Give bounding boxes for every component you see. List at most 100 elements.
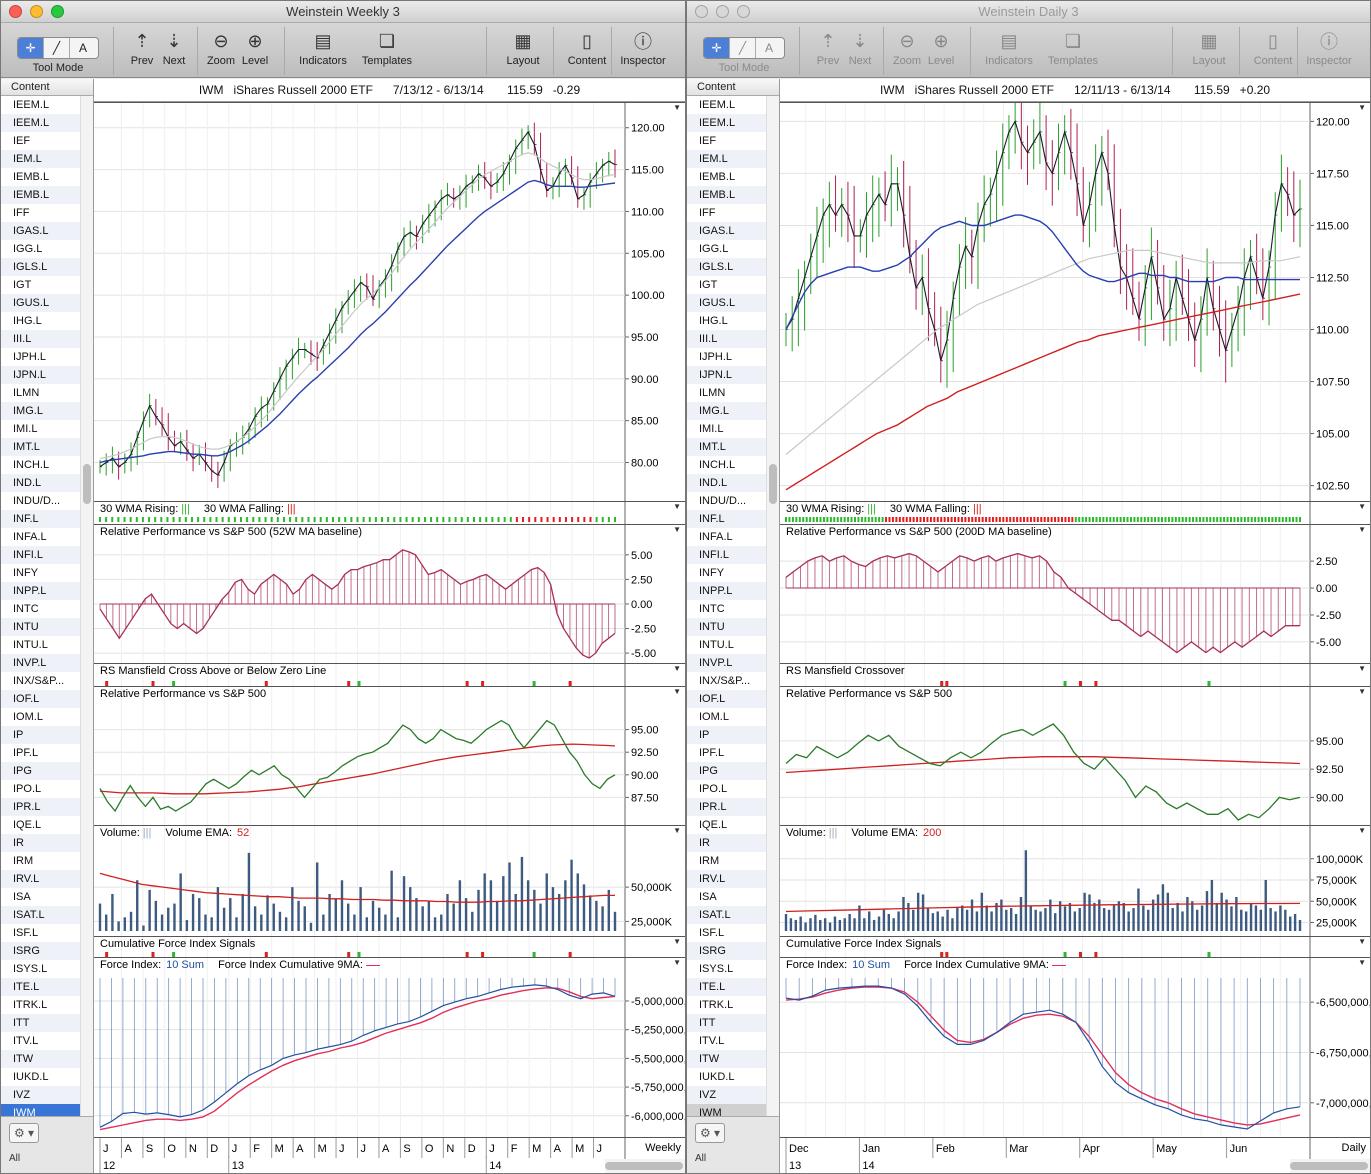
symbol-list-item[interactable]: INDU/D...	[699, 495, 747, 507]
layout-button[interactable]: ▦ Layout	[499, 27, 547, 68]
chart-pane-2[interactable]: 2.50 0.00 -2.50 -5.00 Relative Performance v…	[780, 524, 1370, 663]
crosshair-icon[interactable]: ✛	[704, 38, 730, 58]
symbol-list-item[interactable]: ILMN	[699, 387, 726, 399]
symbol-list-item[interactable]: IOM.L	[699, 711, 729, 723]
symbol-list-item[interactable]: IEMB.L	[13, 171, 50, 183]
symbol-list-item[interactable]: IEMB.L	[699, 171, 736, 183]
symbol-list-item[interactable]: ITV.L	[699, 1035, 725, 1047]
chart-pane-1[interactable]: 30 WMA Rising: ||| 30 WMA Falling: ||| ▼	[780, 501, 1370, 524]
chart-pane-5[interactable]: 100,000K 75,000K 50,000K 25,000K Volume: |||…	[780, 825, 1370, 936]
gear-icon[interactable]: ⚙ ▾	[9, 1123, 39, 1143]
symbol-list-item[interactable]: IPR.L	[1, 798, 81, 816]
pane-menu-arrow[interactable]: ▼	[1358, 664, 1366, 673]
symbol-list-item[interactable]: IQE.L	[13, 819, 42, 831]
symbol-list-item[interactable]: IPF.L	[13, 747, 39, 759]
symbol-list-item[interactable]: ISYS.L	[699, 963, 734, 975]
pane-menu-arrow[interactable]: ▼	[673, 826, 681, 835]
chart-pane-2[interactable]: 5.00 2.50 0.00 -2.50 -5.00 Relative Performan…	[94, 524, 685, 663]
symbol-list-item[interactable]: IMG.L	[1, 402, 81, 420]
symbol-list-item[interactable]: IMG.L	[687, 402, 767, 420]
tool-mode-control[interactable]: ✛ ╱ A Tool Mode	[15, 27, 101, 74]
pane-menu-arrow[interactable]: ▼	[1358, 525, 1366, 534]
symbol-list-item[interactable]: III.L	[687, 330, 767, 348]
symbol-list-item[interactable]: ISA	[699, 891, 717, 903]
symbol-list-item[interactable]: INCH.L	[13, 459, 50, 471]
symbol-list-item[interactable]: IGLS.L	[1, 258, 81, 276]
chart-scroll-thumb[interactable]	[605, 1162, 683, 1170]
pane-menu-arrow[interactable]: ▼	[673, 958, 681, 967]
symbol-list-item[interactable]: IGT	[699, 279, 718, 291]
symbol-list-item[interactable]: INTU.L	[699, 639, 734, 651]
symbol-list-item[interactable]: IJPH.L	[699, 351, 733, 363]
symbol-list-item[interactable]: INTC	[13, 603, 39, 615]
level-button[interactable]: ⊕ Level	[236, 27, 274, 68]
chart-pane-6[interactable]: Cumulative Force Index Signals ▼	[94, 936, 685, 957]
symbol-list-item[interactable]: INFY	[699, 567, 725, 579]
symbol-list-item[interactable]: IJPH.L	[13, 351, 47, 363]
chart-pane-3[interactable]: RS Mansfield Cross Above or Below Zero L…	[94, 663, 685, 686]
indicators-button[interactable]: ▤ Indicators	[293, 27, 353, 68]
symbol-list-item[interactable]: IPO.L	[13, 783, 42, 795]
symbol-list-item[interactable]: IP	[687, 726, 767, 744]
symbol-list-item[interactable]: ISRG	[687, 942, 767, 960]
symbol-list-item[interactable]: IFF	[13, 207, 30, 219]
minimize-button[interactable]	[716, 5, 729, 18]
symbol-list-item[interactable]: IP	[1, 726, 81, 744]
pane-menu-arrow[interactable]: ▼	[1358, 103, 1366, 112]
symbol-list-item[interactable]: IRV.L	[687, 870, 767, 888]
symbol-list-item[interactable]: IEEM.L	[1, 114, 81, 132]
symbol-list-item[interactable]: INTU	[1, 618, 81, 636]
symbol-list-item[interactable]: IHG.L	[699, 315, 728, 327]
symbol-list-item[interactable]: IGLS.L	[687, 258, 767, 276]
chart-area[interactable]: IWM iShares Russell 2000 ETF 12/11/13 - …	[780, 79, 1370, 1173]
symbol-list-item[interactable]: ITW	[1, 1050, 81, 1068]
sidebar-scroll-thumb[interactable]	[769, 464, 777, 504]
minimize-button[interactable]	[30, 5, 43, 18]
zoom-button[interactable]: ⊖ Zoom	[890, 27, 924, 68]
periodicity-label[interactable]: Weekly	[645, 1142, 681, 1154]
level-button[interactable]: ⊕ Level	[922, 27, 960, 68]
symbol-list-item[interactable]: INF.L	[1, 510, 81, 528]
symbol-list-item[interactable]: IVZ	[687, 1086, 767, 1104]
symbol-list-item[interactable]: IOF.L	[1, 690, 81, 708]
symbol-list-item[interactable]: IGUS.L	[687, 294, 767, 312]
symbol-list-item[interactable]: ITT	[687, 1014, 767, 1032]
chart-scroll-thumb[interactable]	[1290, 1162, 1368, 1170]
symbol-list-item[interactable]: IEMB.L	[1, 186, 81, 204]
sidebar-header[interactable]: Content	[1, 79, 93, 96]
symbol-list-item[interactable]: ITT	[1, 1014, 81, 1032]
text-tool-icon[interactable]: A	[78, 41, 87, 55]
x-axis[interactable]: Dec Jan Feb Mar Apr May Jun 13 14 Daily	[780, 1137, 1370, 1173]
symbol-list-item[interactable]: IPR.L	[687, 798, 767, 816]
pane-menu-arrow[interactable]: ▼	[673, 103, 681, 112]
symbol-list-item[interactable]: INFY	[13, 567, 39, 579]
zoom-button[interactable]	[51, 5, 64, 18]
text-tool-icon[interactable]: A	[764, 41, 773, 55]
chart-pane-7[interactable]: -5,000,000, -5,250,000, -5,500,000, -5,750,…	[94, 957, 685, 1138]
symbol-list-item[interactable]: IUKD.L	[699, 1071, 735, 1083]
symbol-list-item[interactable]: IRM	[699, 855, 720, 867]
symbol-list-item[interactable]: INPP.L	[687, 582, 767, 600]
symbol-list-item[interactable]: INTC	[699, 603, 725, 615]
pane-menu-arrow[interactable]: ▼	[673, 937, 681, 946]
sidebar-header[interactable]: Content	[687, 79, 779, 96]
periodicity-label[interactable]: Daily	[1341, 1142, 1366, 1154]
symbol-list-item[interactable]: IGAS.L	[1, 222, 81, 240]
symbol-list-item[interactable]: IR	[687, 834, 767, 852]
close-button[interactable]	[695, 5, 708, 18]
symbol-list-item[interactable]: ISF.L	[13, 927, 39, 939]
line-tool-icon[interactable]: ╱	[44, 38, 70, 58]
chart-area[interactable]: IWM iShares Russell 2000 ETF 7/13/12 - 6…	[94, 79, 685, 1173]
templates-button[interactable]: ❏ Templates	[357, 27, 417, 68]
symbol-list-item[interactable]: ISAT.L	[687, 906, 767, 924]
symbol-list-item[interactable]: IEMB.L	[687, 186, 767, 204]
symbol-list-item[interactable]: ISAT.L	[1, 906, 81, 924]
chart-pane-3[interactable]: RS Mansfield Crossover ▼	[780, 663, 1370, 686]
tool-mode-segment[interactable]: ✛ ╱ A	[17, 37, 99, 59]
next-button[interactable]: ⇣ Next	[158, 27, 190, 68]
symbol-list-item[interactable]: IPF.L	[699, 747, 725, 759]
symbol-list-item[interactable]: INTU	[687, 618, 767, 636]
symbol-list-item[interactable]: III.L	[1, 330, 81, 348]
symbol-list-item[interactable]: IPG	[687, 762, 767, 780]
symbol-list-item[interactable]: INTU.L	[13, 639, 48, 651]
